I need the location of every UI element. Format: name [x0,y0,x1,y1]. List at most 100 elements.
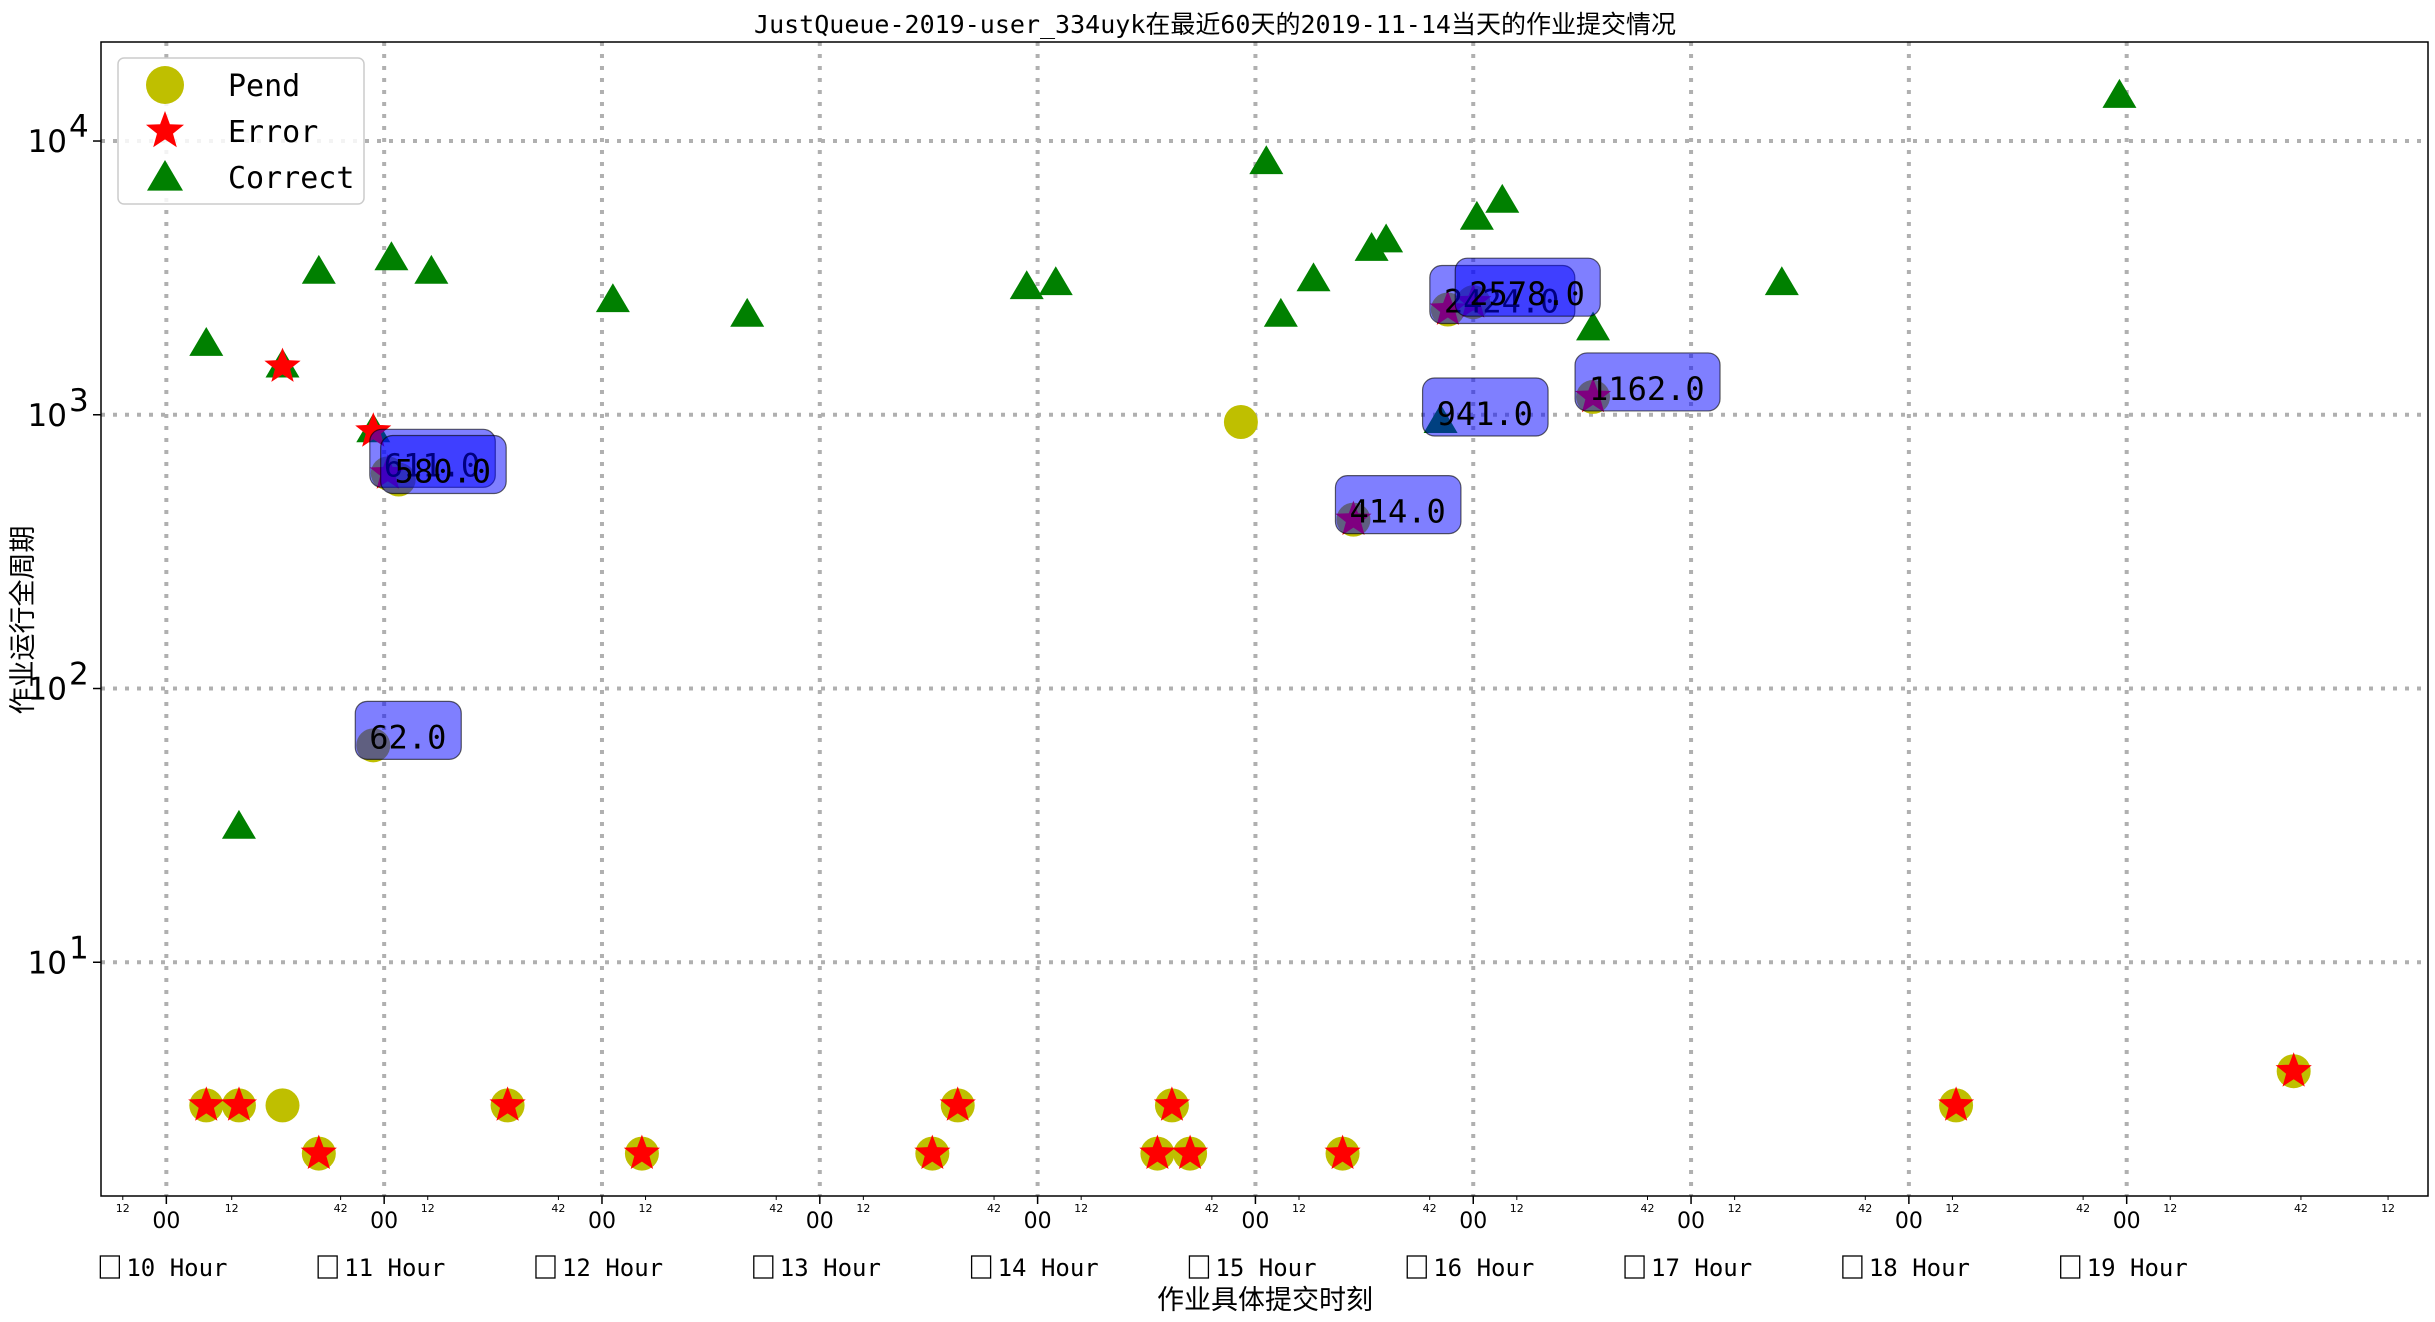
x-major-tick-label: 00 [588,1209,616,1234]
hour-label-text: 13 Hour [780,1254,881,1282]
value-annotation: 941.0 [1421,377,1549,437]
hour-label: 13 Hour [753,1254,881,1282]
hour-label-text: 16 Hour [1433,1254,1534,1282]
correct-point [1296,262,1331,292]
correct-point [1369,223,1404,253]
x-axis-label: 作业具体提交时刻 [1157,1285,1373,1316]
y-tick-exponent: 3 [69,383,89,419]
x-minor-tick-label: 12 [116,1202,130,1215]
correct-point [1764,266,1799,296]
pend-point [1223,404,1258,439]
hour-box-icon [1842,1255,1863,1279]
annotation-box [1334,475,1462,535]
y-tick-exponent: 2 [69,657,89,693]
x-minor-tick-label: 12 [639,1202,653,1215]
y-tick-label: 10 [28,672,67,708]
plot-frame [100,41,2429,1197]
y-tick-exponent: 1 [69,930,89,966]
x-minor-tick-label: 12 [1728,1202,1742,1215]
value-annotation: 414.0 [1334,475,1462,535]
y-tick-label: 10 [28,124,67,160]
x-minor-tick-label: 12 [856,1202,870,1215]
annotation-box [1574,352,1721,412]
x-minor-tick-label: 12 [2163,1202,2177,1215]
correct-point [414,254,449,284]
correct-point [1249,145,1284,175]
error-point [623,1134,660,1169]
hour-label: 12 Hour [535,1254,663,1282]
hour-label: 10 Hour [99,1254,228,1282]
error-point [1324,1134,1361,1169]
x-minor-tick-label: 42 [334,1202,348,1215]
legend-label: Correct [228,161,354,196]
hour-label-text: 17 Hour [1651,1254,1752,1282]
correct-point [730,297,765,327]
hour-label-text: 10 Hour [126,1254,227,1282]
x-minor-tick-label: 42 [1640,1202,1654,1215]
x-minor-tick-label: 42 [2294,1202,2308,1215]
x-minor-tick-label: 12 [225,1202,239,1215]
error-point [1139,1134,1176,1169]
annotation-layer: 62.0611.0580.0941.0414.02424.02578.01162… [354,257,1721,760]
annotation-label: 941.0 [1437,395,1533,433]
x-minor-tick-label: 42 [769,1202,783,1215]
x-major-tick-label: 00 [370,1209,398,1234]
annotation-box [1421,377,1549,437]
legend-error-icon [146,111,184,148]
hour-box-icon [317,1255,338,1279]
error-point [939,1086,976,1121]
error-point [355,412,392,447]
x-major-tick-label: 00 [1024,1209,1052,1234]
marks-layer [188,78,2312,1171]
legend-label: Pend [228,69,300,104]
hour-box-icon [753,1255,774,1279]
hour-label: 14 Hour [970,1254,1099,1282]
error-point [220,1086,257,1121]
y-tick-label: 10 [28,398,67,434]
annotation-label: 414.0 [1349,493,1445,531]
error-point [264,347,301,382]
correct-point [1354,232,1389,261]
x-minor-tick-label: 42 [551,1202,565,1215]
annotation-label: 1162.0 [1589,370,1705,408]
hour-label: 17 Hour [1624,1254,1752,1282]
grid-layer [101,42,2428,1196]
error-point [2275,1052,2312,1087]
hour-label-text: 14 Hour [998,1254,1099,1282]
x-major-tick-label: 00 [1677,1209,1705,1234]
correct-point [301,254,336,284]
hour-label-text: 15 Hour [1215,1254,1316,1282]
hour-label: 11 Hour [317,1254,445,1282]
x-minor-tick-label: 12 [1945,1202,1959,1215]
annotation-label: 62.0 [369,718,446,756]
x-minor-tick-label: 12 [2381,1202,2395,1215]
hour-label: 18 Hour [1842,1254,1970,1282]
legend: Pend Error Correct [117,57,365,205]
hour-box-icon [1624,1255,1645,1279]
error-point [188,1086,225,1121]
error-point [1938,1086,1975,1121]
chart-title: JustQueue-2019-user_334uyk在最近60天的2019-11… [754,10,1676,39]
hour-label: 19 Hour [2060,1254,2188,1282]
y-tick-exponent: 4 [69,109,89,145]
hour-label: 15 Hour [1188,1254,1317,1282]
value-annotation: 2578.0 [1454,257,1601,317]
x-major-tick-label: 00 [2113,1209,2141,1234]
correct-point [189,326,224,356]
value-annotation: 62.0 [354,700,462,760]
hour-box-icon [2060,1255,2081,1279]
x-minor-tick-label: 42 [1205,1202,1219,1215]
value-annotation: 580.0 [380,434,507,495]
legend-pend-icon [146,66,184,104]
hour-label-text: 11 Hour [344,1254,445,1282]
legend-correct-icon [147,160,183,191]
value-annotation: 1162.0 [1574,352,1721,412]
hour-label-text: 12 Hour [562,1254,663,1282]
annotation-label: 580.0 [395,453,491,491]
hour-box-icon [1406,1255,1427,1279]
x-major-tick-label: 00 [1459,1209,1487,1234]
correct-point [1038,266,1073,296]
